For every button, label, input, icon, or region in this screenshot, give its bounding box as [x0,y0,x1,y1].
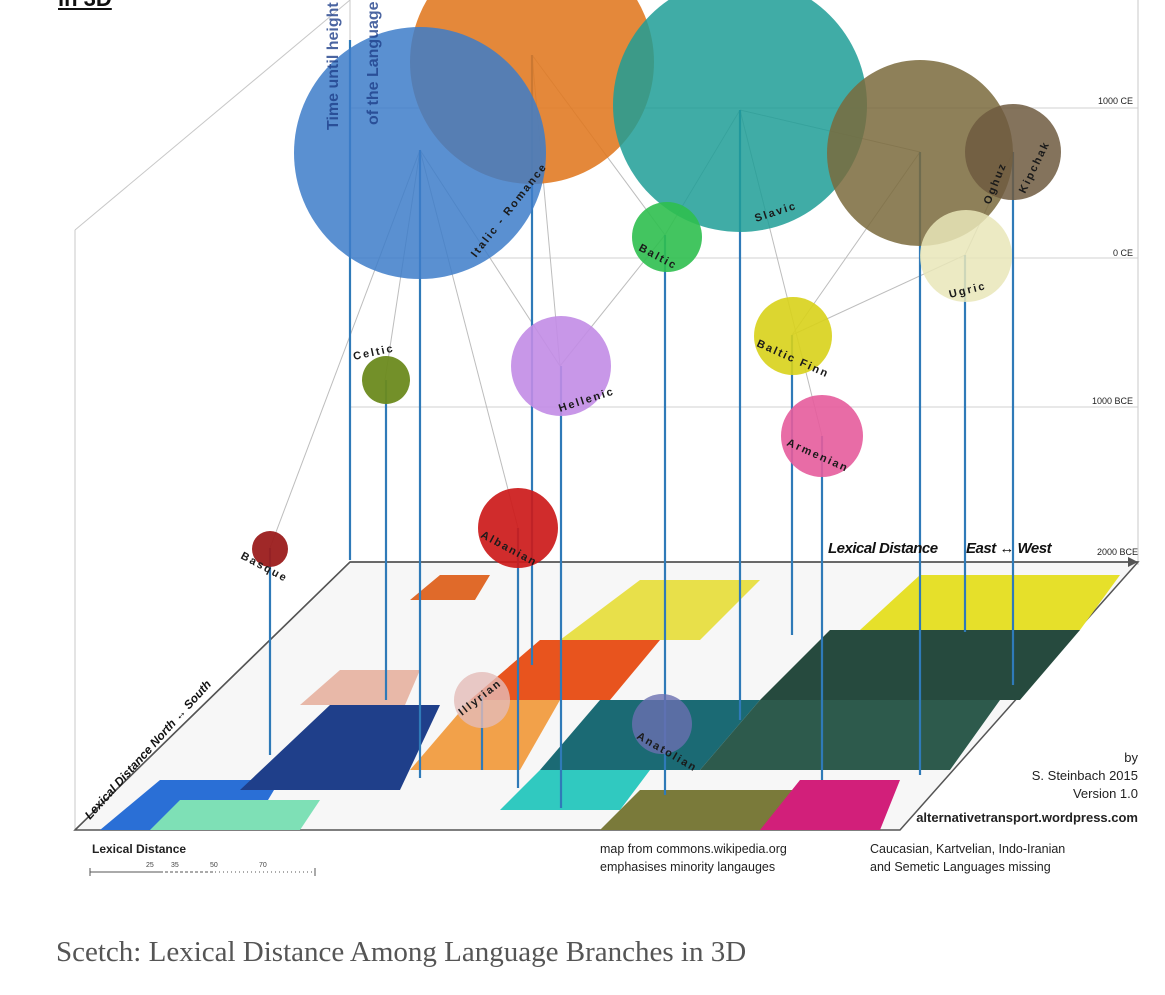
bubble-oghuz [827,60,1013,246]
lexical-distance-3d-figure: in 3D 1000 CE 0 CE 1000 BCE 2000 BCE [58,0,1140,876]
bubble-baltic-finn [754,297,832,375]
branch-bubbles [252,0,1061,754]
bubble-albanian [478,488,558,568]
scale-tick-70: 70 [259,862,267,869]
map-region-central [410,700,560,770]
bubble-hellenic [511,316,611,416]
map-source-note: map from commons.wikipedia.org emphasise… [600,840,787,876]
scale-title: Lexical Distance [92,842,187,856]
vertical-axis-label-line2: of the Language [365,1,382,125]
credit-version: Version 1.0 [1072,786,1138,801]
map-region-britain [300,670,420,705]
missing-line2: and Semetic Languages missing [870,860,1051,874]
bubble-illyrian [454,672,510,728]
bubble-celtic [362,356,410,404]
figure-caption: Scetch: Lexical Distance Among Language … [56,936,747,968]
axis-label-east-west: East ↔ West [966,540,1053,557]
vertical-axis-label-line1: Time until height [325,2,342,130]
map-region-balkans [500,770,650,810]
bubble-basque [252,531,288,567]
scale-tick-25: 25 [146,862,154,869]
figure-title-fragment: in 3D [58,0,112,12]
map-source-line2: emphasises minority langauges [600,860,776,874]
time-label-1000bce: 1000 BCE [1092,396,1133,406]
map-region-russia [700,700,1000,770]
north-south-axis-line [74,561,351,831]
credit-author: S. Steinbach 2015 [1031,768,1138,783]
bubble-kipchak [965,104,1061,200]
time-label-2000bce: 2000 BCE [1097,547,1138,557]
map-region-turkey [600,790,800,830]
map-region-north-africa [150,800,320,830]
credit-by: by [1124,750,1138,765]
bubble-italic-romance [294,27,546,279]
missing-languages-note: Caucasian, Kartvelian, Indo-Iranian and … [870,840,1065,876]
scale-tick-50: 50 [210,862,218,869]
map-region-finland [560,580,760,640]
map-source-line1: map from commons.wikipedia.org [600,842,787,856]
bubble-armenian [781,395,863,477]
figure-canvas: 1000 CE 0 CE 1000 BCE 2000 BCE [73,0,1140,876]
scale-bar [89,868,316,876]
map-region-france [240,705,440,790]
bubble-anatolian [632,694,692,754]
map-region-urals [860,575,1120,630]
axis-label-lexical-distance: Lexical Distance [828,540,938,557]
east-west-axis-arrow [1128,557,1138,567]
bubble-ugric [920,210,1012,302]
map-region-caucasus [760,780,900,830]
bubble-baltic [632,202,702,272]
scale-tick-35: 35 [171,862,179,869]
credit-site: alternativetransport.wordpress.com [916,810,1138,825]
missing-line1: Caucasian, Kartvelian, Indo-Iranian [870,842,1066,856]
map-region-iceland [410,575,490,600]
frame-back-left-top [74,0,351,231]
time-label-1000ce: 1000 CE [1098,96,1133,106]
time-label-0ce: 0 CE [1113,248,1133,258]
bubble-slavic [613,0,867,232]
map-floor [73,561,1140,831]
